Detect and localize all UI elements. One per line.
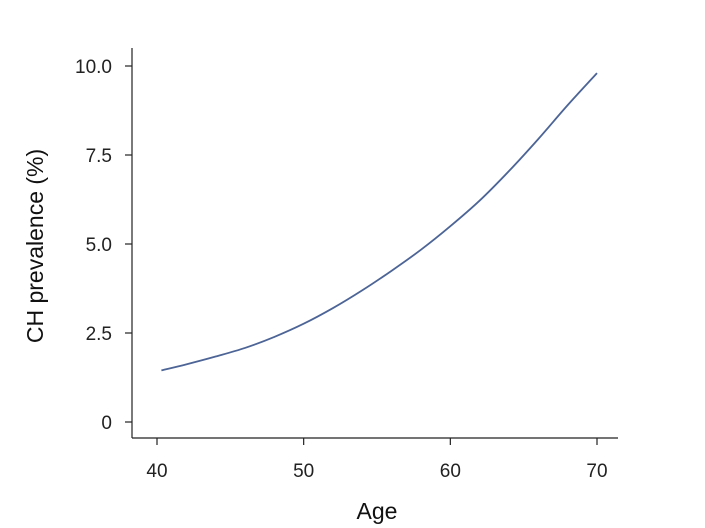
series-line: [161, 72, 598, 372]
y-tick-label: 7.5: [86, 146, 112, 167]
x-tick-label: 70: [586, 461, 607, 482]
y-tick-label: 10.0: [75, 57, 112, 78]
y-axis: 0 2.5 5.0 7.5 10.0: [75, 48, 133, 438]
y-tick-label: 5.0: [86, 235, 112, 256]
x-axis-title: Age: [357, 498, 398, 524]
series-group: [161, 72, 598, 372]
y-tick-label: 2.5: [86, 324, 112, 345]
x-tick-label: 50: [293, 461, 314, 482]
y-axis-title: CH prevalence (%): [22, 149, 48, 343]
x-tick-label: 60: [440, 461, 461, 482]
y-tick-label: 0: [101, 413, 112, 434]
x-tick-label: 40: [146, 461, 167, 482]
x-axis: 40 50 60 70: [132, 437, 618, 482]
